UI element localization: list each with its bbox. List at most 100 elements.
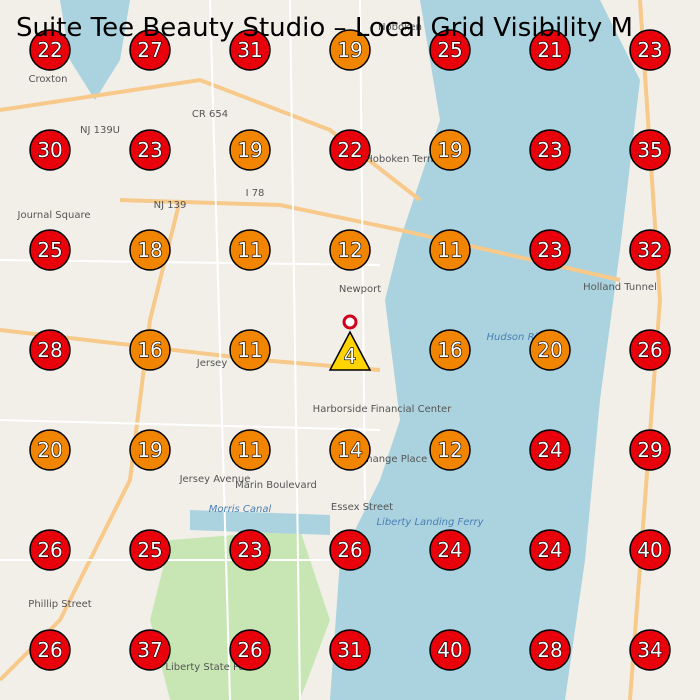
grid-value: 26 <box>337 538 362 562</box>
title: Suite Tee Beauty Studio – Local Grid Vis… <box>16 13 633 43</box>
grid-marker <box>429 529 471 571</box>
map-label: I 78 <box>246 188 265 199</box>
grid-marker <box>329 529 371 571</box>
grid-value: 25 <box>437 38 462 62</box>
map-label: Morris Canal <box>209 504 272 515</box>
grid-marker <box>329 229 371 271</box>
grid-marker <box>629 229 671 271</box>
grid-value: 27 <box>137 38 162 62</box>
grid-marker <box>328 330 372 371</box>
grid-value: 34 <box>637 638 662 662</box>
grid-marker <box>29 129 71 171</box>
grid-marker <box>429 129 471 171</box>
grid-marker <box>229 529 271 571</box>
grid-marker <box>529 429 571 471</box>
grid-value: 11 <box>237 238 262 262</box>
grid-value: 20 <box>37 438 62 462</box>
grid-value: 32 <box>637 238 662 262</box>
grid-marker <box>229 629 271 671</box>
grid-marker <box>529 129 571 171</box>
grid-marker <box>429 429 471 471</box>
map-label: Jersey <box>196 358 228 369</box>
grid-value: 23 <box>537 138 562 162</box>
grid-marker <box>129 329 171 371</box>
map-label: Liberty Landing Ferry <box>376 517 484 528</box>
grid-value: 21 <box>537 38 562 62</box>
grid-marker <box>329 629 371 671</box>
map-label: Hudson River <box>487 332 555 343</box>
grid-marker <box>529 529 571 571</box>
grid-marker <box>229 229 271 271</box>
grid-value: 26 <box>237 638 262 662</box>
map-label: Essex Street <box>331 502 393 513</box>
grid-value: 23 <box>637 38 662 62</box>
grid-value: 11 <box>437 238 462 262</box>
grid-marker <box>429 629 471 671</box>
grid-marker <box>29 629 71 671</box>
grid-marker <box>429 29 471 71</box>
grid-marker <box>129 129 171 171</box>
map-label: Liberty State Park <box>165 662 254 673</box>
grid-value: 37 <box>137 638 162 662</box>
location-pin <box>342 314 358 330</box>
grid-marker <box>629 429 671 471</box>
map-label: Newport <box>339 284 381 295</box>
grid-value: 11 <box>237 438 262 462</box>
grid-value: 26 <box>37 638 62 662</box>
grid-marker <box>529 29 571 71</box>
grid-marker <box>129 629 171 671</box>
grid-marker <box>129 529 171 571</box>
grid-value: 19 <box>237 138 262 162</box>
grid-value: 19 <box>437 138 462 162</box>
map-label: Hoboken Terminal <box>365 154 454 165</box>
grid-value: 28 <box>537 638 562 662</box>
grid-marker <box>29 29 71 71</box>
grid-value: 11 <box>237 338 262 362</box>
grid-value: 4 <box>344 344 357 368</box>
grid-value: 16 <box>437 338 462 362</box>
grid-value: 26 <box>637 338 662 362</box>
grid-marker <box>229 429 271 471</box>
grid-value: 22 <box>337 138 362 162</box>
map-label: Marin Boulevard <box>235 480 317 491</box>
grid-marker <box>229 29 271 71</box>
grid-marker <box>529 629 571 671</box>
grid-marker <box>529 229 571 271</box>
grid-value: 24 <box>437 538 462 562</box>
grid-marker <box>29 229 71 271</box>
map-label: Exchange Place <box>349 454 428 465</box>
grid-marker <box>629 329 671 371</box>
grid-value: 23 <box>537 238 562 262</box>
grid-value: 40 <box>637 538 662 562</box>
grid-value: 12 <box>437 438 462 462</box>
grid-value: 23 <box>237 538 262 562</box>
water <box>60 0 130 100</box>
grid-marker <box>329 429 371 471</box>
map-label: Croxton <box>29 74 68 85</box>
grid-value: 23 <box>137 138 162 162</box>
park <box>150 530 330 700</box>
grid-value: 29 <box>637 438 662 462</box>
grid-value: 16 <box>137 338 162 362</box>
grid-value: 18 <box>137 238 162 262</box>
grid-value: 26 <box>37 538 62 562</box>
map-label: NJ 139 <box>154 200 187 211</box>
grid-value: 24 <box>537 438 562 462</box>
grid-marker <box>529 329 571 371</box>
grid-marker <box>129 29 171 71</box>
grid-value: 12 <box>337 238 362 262</box>
grid-marker <box>29 429 71 471</box>
grid-value: 31 <box>237 38 262 62</box>
grid-value: 19 <box>337 38 362 62</box>
grid-value: 25 <box>137 538 162 562</box>
grid-marker <box>29 529 71 571</box>
grid-value: 14 <box>337 438 362 462</box>
grid-value: 30 <box>37 138 62 162</box>
map-label: Hoboken <box>378 22 422 33</box>
grid-marker <box>329 29 371 71</box>
grid-marker <box>129 229 171 271</box>
map-label: Harborside Financial Center <box>313 404 453 415</box>
grid-value: 40 <box>437 638 462 662</box>
map-label: Holland Tunnel <box>583 282 657 293</box>
